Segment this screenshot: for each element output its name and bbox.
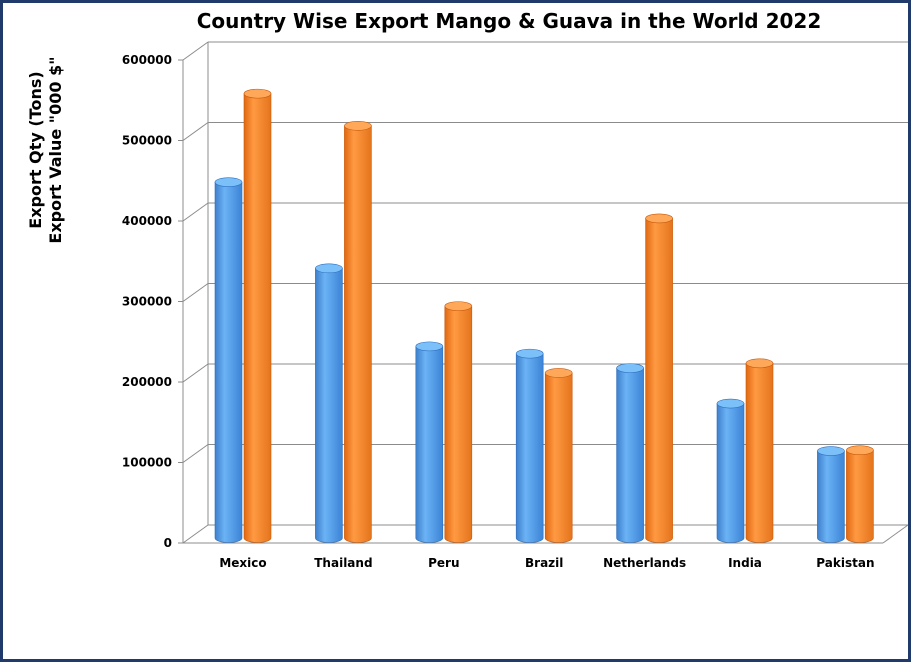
bar-body xyxy=(214,181,243,543)
x-tick-label: Mexico xyxy=(219,556,266,570)
x-tick-label: India xyxy=(728,556,762,570)
y-tick-label: 200000 xyxy=(122,375,172,389)
bar-body xyxy=(515,353,544,543)
bar-series1-peru xyxy=(415,341,444,543)
bar-body xyxy=(846,449,874,543)
bar-top xyxy=(817,446,845,456)
bar-top xyxy=(645,213,673,224)
x-tick-label: Netherlands xyxy=(603,556,686,570)
bar-series2-netherlands xyxy=(645,213,673,543)
bar-top xyxy=(415,341,444,352)
gridline-side xyxy=(182,122,209,141)
floor-right-edge xyxy=(882,524,909,544)
bars-layer xyxy=(214,88,874,543)
bar-series1-mexico xyxy=(214,177,243,543)
bar-top xyxy=(214,177,243,187)
bar-series2-peru xyxy=(444,301,473,543)
gridline-side xyxy=(182,41,209,61)
bar-top xyxy=(716,398,745,409)
x-tick-label: Pakistan xyxy=(816,556,874,570)
gridline-side xyxy=(182,202,209,222)
bar-body xyxy=(616,367,644,543)
labels-layer: 0 100000 200000 300000 400000 500000 600000 Mex… xyxy=(122,53,875,570)
bar-top xyxy=(515,348,544,359)
bar-top xyxy=(544,368,573,378)
bar-body xyxy=(645,218,673,543)
gridline-side xyxy=(182,363,209,383)
bar-top xyxy=(444,301,473,311)
bar-top xyxy=(315,263,343,274)
bar-body xyxy=(315,268,343,543)
bar-series2-brazil xyxy=(544,368,573,543)
x-tick-label: Peru xyxy=(428,556,459,570)
bar-body xyxy=(544,372,573,543)
bar-body xyxy=(415,346,444,543)
x-tick-label: Brazil xyxy=(525,556,563,570)
y-tick-label: 600000 xyxy=(122,53,172,67)
bar-series1-netherlands xyxy=(616,363,644,543)
bar-series1-brazil xyxy=(515,348,544,543)
bar-top xyxy=(616,363,644,373)
y-tick-label: 0 xyxy=(164,536,172,550)
y-tick-label: 100000 xyxy=(122,456,172,470)
bar-top xyxy=(243,88,272,99)
bar-series1-india xyxy=(716,398,745,543)
bar-body xyxy=(444,305,473,543)
bar-body xyxy=(745,362,774,543)
gridline-side xyxy=(182,283,209,302)
bar-body xyxy=(817,450,845,543)
y-tick-label: 300000 xyxy=(122,295,172,309)
bar-series2-pakistan xyxy=(846,445,874,543)
bar-series2-mexico xyxy=(243,88,272,543)
bar-body xyxy=(243,93,272,543)
bar-series2-india xyxy=(745,358,774,543)
bar-body xyxy=(716,403,745,543)
y-tick-label: 400000 xyxy=(122,214,172,228)
bar-top xyxy=(846,445,874,456)
bar-top xyxy=(745,358,774,369)
bar-series1-pakistan xyxy=(817,446,845,543)
y-tick-label: 500000 xyxy=(122,134,172,148)
bar-series1-thailand xyxy=(315,263,343,543)
gridline-side xyxy=(182,444,209,463)
bar-body xyxy=(344,125,372,543)
chart-title: Country Wise Export Mango & Guava in the… xyxy=(196,9,822,33)
x-tick-label: Thailand xyxy=(314,556,372,570)
bar-series2-thailand xyxy=(344,121,372,543)
side-wall-bottom-edge xyxy=(182,524,209,544)
bar-top xyxy=(344,121,372,131)
